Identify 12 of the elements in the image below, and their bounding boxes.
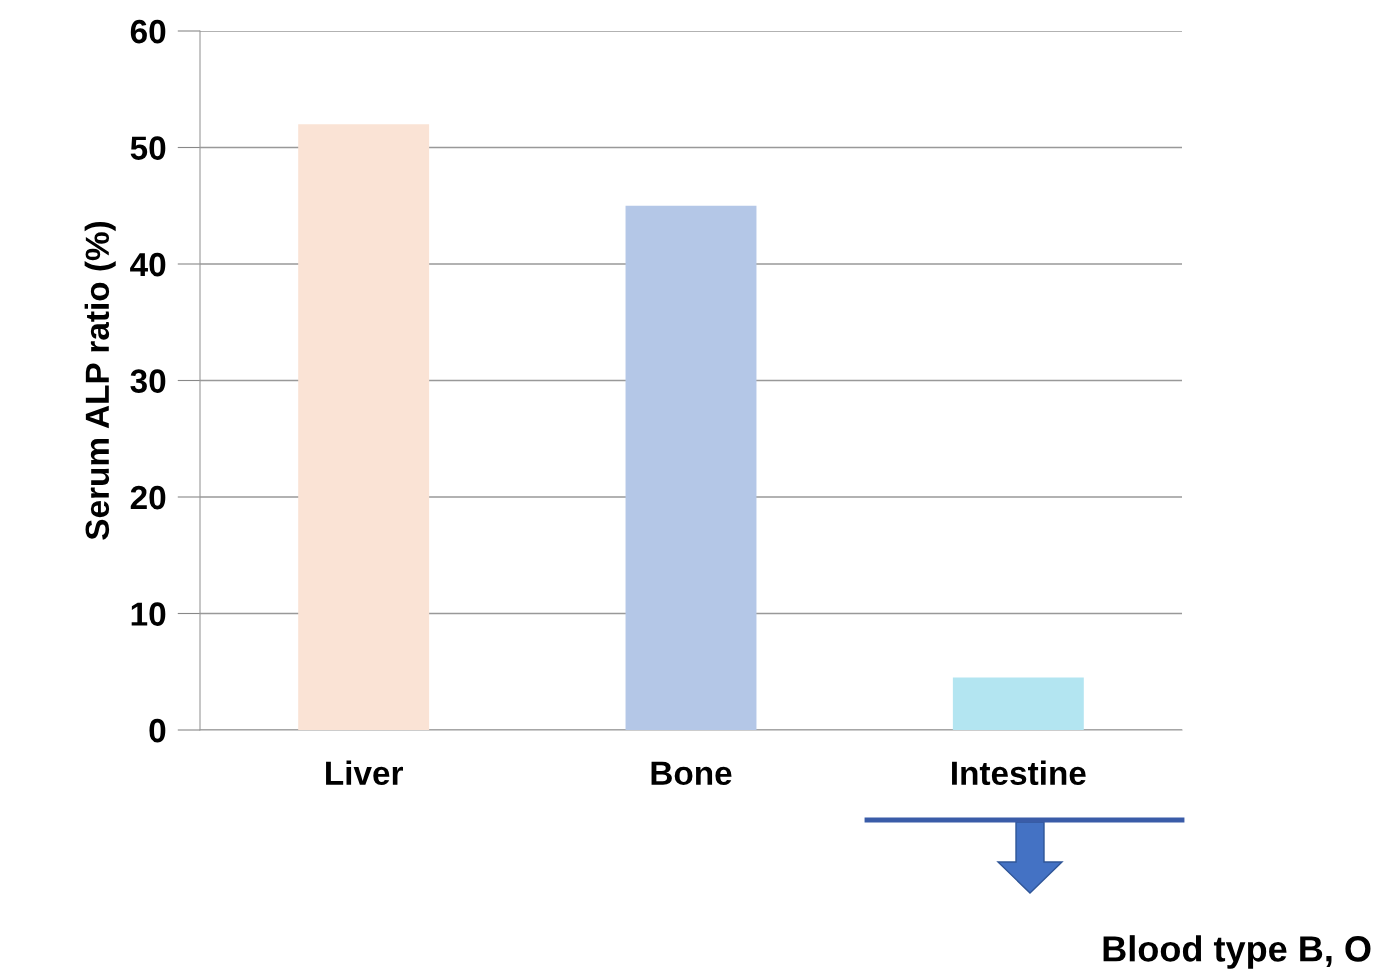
y-tick-label: 0	[149, 718, 166, 743]
x-tick-label: Bone	[651, 761, 732, 786]
y-axis-title: Serum ALP ratio (%)	[84, 221, 116, 540]
x-tick-label: Liver	[326, 760, 403, 786]
y-tick-label: 60	[130, 19, 166, 44]
y-tick-label: 50	[130, 136, 166, 160]
text: Blood type B, O	[1103, 935, 1371, 969]
y-tick-label: 30	[130, 369, 166, 393]
y-tick-label: 40	[130, 252, 166, 277]
y-tick-label: 10	[131, 602, 166, 626]
y-tick-label: 20	[130, 485, 166, 510]
x-tick-label: Intestine	[952, 760, 1086, 786]
